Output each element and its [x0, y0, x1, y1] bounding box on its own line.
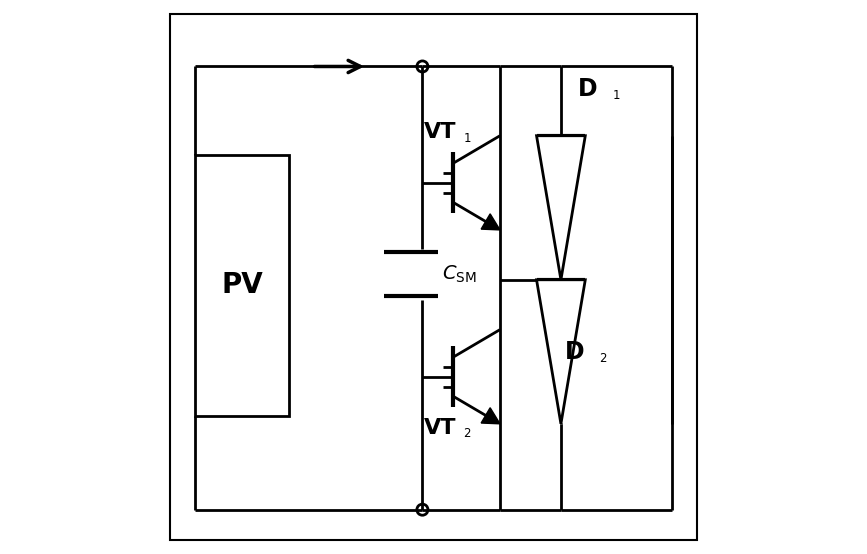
Text: $_2$: $_2$: [598, 347, 607, 365]
Text: $_1$: $_1$: [612, 84, 621, 102]
Text: VT: VT: [423, 418, 456, 438]
Text: VT: VT: [423, 122, 456, 142]
Polygon shape: [537, 280, 585, 424]
Text: $_2$: $_2$: [464, 422, 472, 440]
Text: D: D: [565, 340, 585, 364]
Polygon shape: [537, 136, 585, 280]
Polygon shape: [481, 214, 500, 230]
Text: D: D: [577, 76, 597, 101]
Bar: [195, 155, 290, 416]
Text: $_1$: $_1$: [464, 127, 472, 145]
Polygon shape: [481, 408, 500, 424]
Text: PV: PV: [221, 271, 264, 299]
Text: $C_\mathsf{SM}$: $C_\mathsf{SM}$: [442, 264, 477, 285]
